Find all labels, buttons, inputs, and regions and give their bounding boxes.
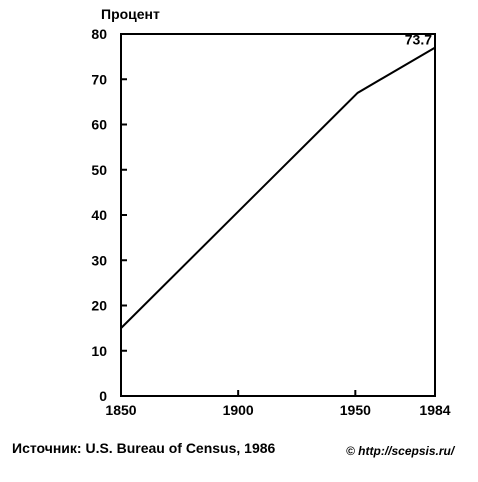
x-axis: 1850 1900 1950 1984	[105, 390, 451, 418]
x-tick-label: 1850	[105, 402, 136, 418]
source-note: Источник: U.S. Bureau of Census, 1986	[12, 440, 276, 456]
y-tick-label: 10	[91, 343, 107, 359]
series-group	[120, 46, 436, 329]
plot-frame	[120, 33, 436, 397]
y-axis: 0 10 20 30 40 50 60 70 80	[91, 26, 127, 404]
x-tick-label: 1950	[340, 402, 371, 418]
y-axis-title: Процент	[101, 6, 160, 22]
credit-link[interactable]: © http://scepsis.ru/	[346, 444, 455, 458]
y-tick-label: 40	[91, 207, 107, 223]
series-line	[120, 46, 436, 329]
y-tick-label: 80	[91, 26, 107, 42]
y-tick-label: 30	[91, 252, 107, 268]
y-tick-label: 70	[91, 71, 107, 87]
x-tick-label: 1900	[223, 402, 254, 418]
y-tick-label: 20	[91, 298, 107, 314]
data-label: 73.7	[405, 32, 432, 48]
y-tick-label: 0	[99, 388, 107, 404]
annotations: 73.7	[405, 32, 432, 48]
y-tick-label: 50	[91, 162, 107, 178]
x-tick-label: 1984	[419, 402, 450, 418]
y-tick-label: 60	[91, 117, 107, 133]
